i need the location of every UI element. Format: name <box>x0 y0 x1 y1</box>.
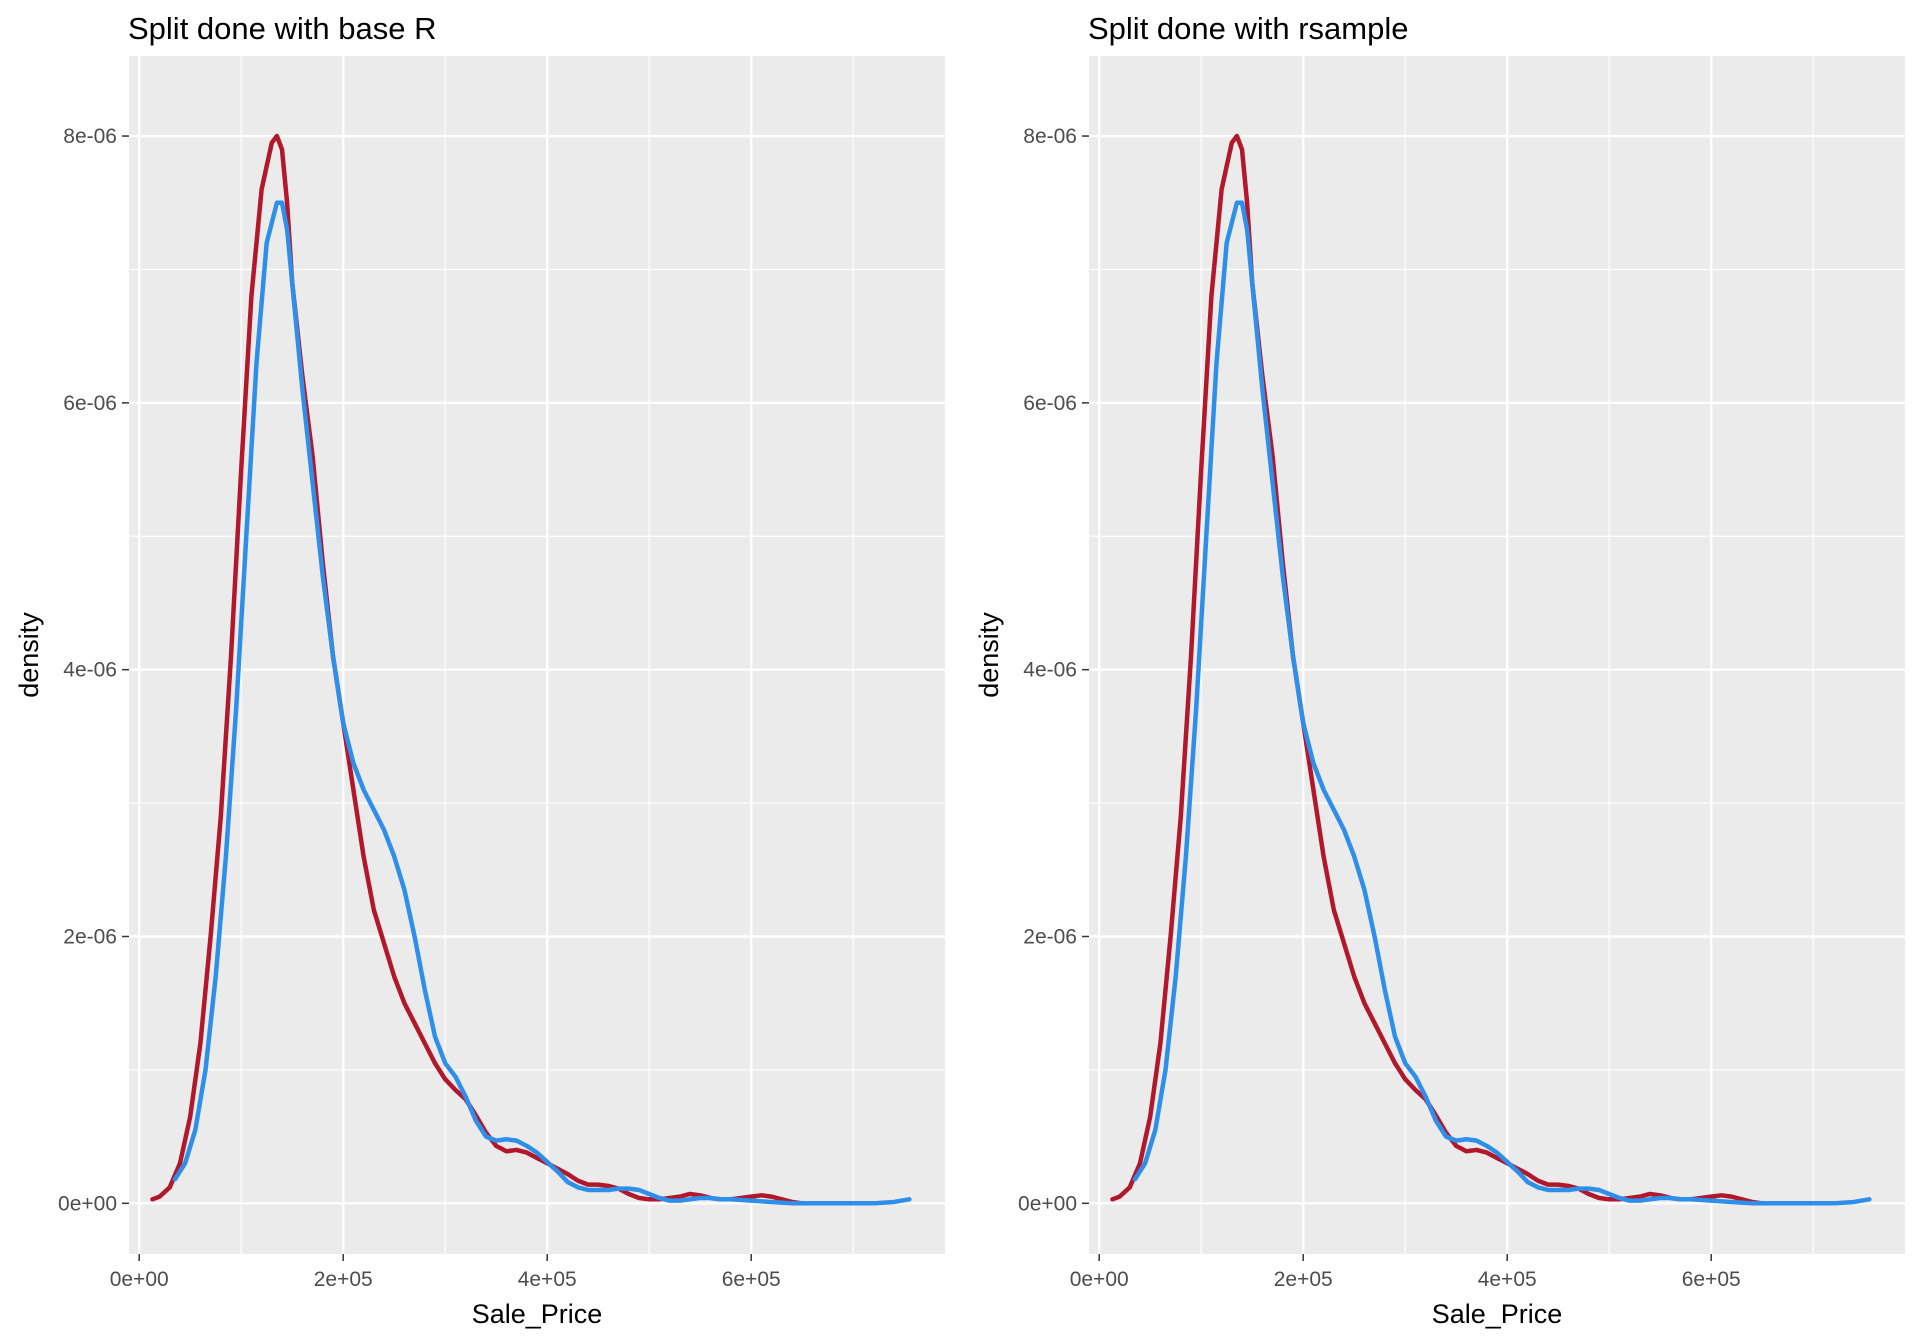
x-tick-label: 0e+00 <box>1070 1268 1129 1291</box>
y-tick-label: 8e-06 <box>1023 125 1077 148</box>
y-tick-label: 2e-06 <box>63 925 117 948</box>
x-tick-label: 0e+00 <box>110 1268 169 1291</box>
y-tick-label: 4e-06 <box>1023 659 1077 682</box>
y-tick-label: 0e+00 <box>1018 1192 1077 1215</box>
y-axis-label: density <box>974 612 1004 698</box>
panel-background <box>129 56 945 1254</box>
chart-panel-2: 0e+00 2e+05 4e+05 6e+05 0e+00 2e-06 4e-06 6e-06… <box>974 11 1905 1329</box>
y-tick-label: 8e-06 <box>63 125 117 148</box>
y-tick-label: 0e+00 <box>58 1192 117 1215</box>
y-tick-label: 6e-06 <box>63 392 117 415</box>
x-axis-label: Sale_Price <box>472 1299 603 1329</box>
panel-title: Split done with rsample <box>1088 11 1409 46</box>
y-tick-label: 4e-06 <box>63 659 117 682</box>
x-tick-label: 2e+05 <box>314 1268 373 1291</box>
y-tick-label: 2e-06 <box>1023 925 1077 948</box>
density-line-2 <box>1132 200 1872 1206</box>
panel-background <box>1089 56 1905 1254</box>
x-tick-label: 4e+05 <box>518 1268 577 1291</box>
y-tick-label: 6e-06 <box>1023 392 1077 415</box>
x-axis-label: Sale_Price <box>1432 1299 1563 1329</box>
x-tick-label: 6e+05 <box>722 1268 781 1291</box>
x-tick-label: 2e+05 <box>1274 1268 1333 1291</box>
x-tick-label: 4e+05 <box>1478 1268 1537 1291</box>
y-axis-label: density <box>14 612 44 698</box>
density-line-2 <box>172 200 912 1206</box>
panel-title: Split done with base R <box>128 11 436 46</box>
chart-panel-1: 0e+00 2e+05 4e+05 6e+05 0e+00 2e-06 4e-06 6e-06… <box>14 11 945 1329</box>
x-tick-label: 6e+05 <box>1682 1268 1741 1291</box>
